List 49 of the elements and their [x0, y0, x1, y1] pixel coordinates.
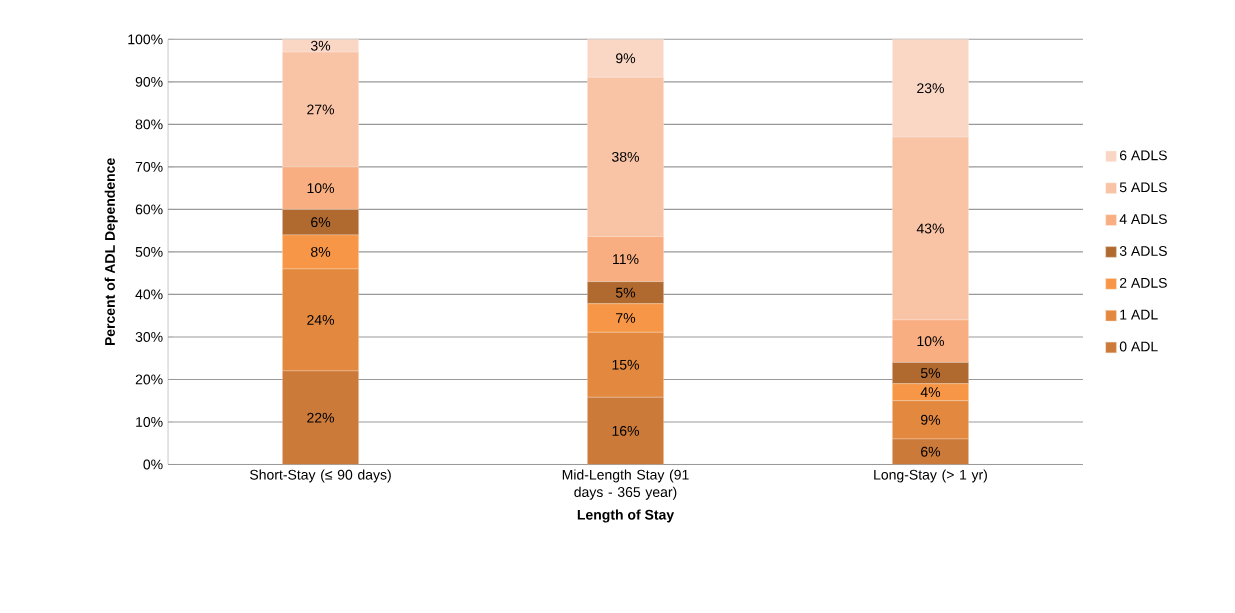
data-label: 10% [917, 335, 944, 346]
data-label: 24% [307, 314, 335, 325]
data-label: 11% [613, 253, 639, 264]
data-label: 6% [921, 446, 941, 457]
y-tick-label: 40% [135, 289, 163, 300]
data-label: 9% [616, 53, 636, 63]
data-label: 23% [917, 83, 944, 93]
legend-label: 2 ADLS [1119, 277, 1167, 288]
x-tick-label: Short-Stay (≤ 90 days) [250, 469, 391, 483]
legend-label: 5 ADLS [1119, 182, 1167, 192]
y-tick-label: 10% [136, 416, 163, 427]
data-label: 15% [612, 359, 640, 370]
data-label: 9% [921, 414, 941, 425]
y-tick-label: 20% [135, 374, 163, 385]
data-label: 4% [920, 387, 941, 397]
legend-label: 4 ADLS [1119, 213, 1167, 224]
data-label: 6% [311, 216, 331, 227]
y-tick-label: 0% [143, 459, 163, 470]
data-label: 5% [615, 287, 636, 298]
data-label: 43% [916, 223, 944, 234]
y-tick-label: 70% [135, 161, 163, 172]
data-label: 8% [311, 246, 331, 257]
y-axis-title: Percent of ADL Dependence [104, 158, 118, 345]
data-label: 3% [310, 40, 331, 51]
legend-label: 6 ADLS [1119, 150, 1167, 161]
data-label: 22% [307, 412, 335, 423]
legend-label: 3 ADLS [1119, 245, 1167, 256]
y-tick-label: 60% [135, 204, 163, 215]
data-label: 7% [616, 312, 636, 323]
y-tick-label: 90% [135, 76, 163, 87]
bar [892, 361, 969, 384]
x-tick-label: Mid-Length Stay (91 days - 365 year) [562, 469, 689, 500]
bar [282, 208, 359, 235]
data-label: 10% [307, 182, 335, 193]
data-label: 5% [920, 367, 941, 378]
y-tick-label: 100% [128, 34, 163, 45]
legend-label: 1 ADL [1120, 309, 1158, 320]
bar [282, 370, 359, 465]
y-tick-label: 80% [135, 119, 163, 130]
legend-label: 0 ADL [1119, 341, 1158, 352]
x-axis-title: Length of Stay [577, 509, 675, 523]
data-label: 27% [307, 104, 335, 115]
x-tick-label: Long-Stay (> 1 yr) [874, 469, 987, 483]
y-tick-label: 50% [135, 246, 163, 257]
data-label: 16% [612, 425, 640, 436]
bar [587, 396, 664, 465]
data-label: 38% [612, 151, 640, 162]
bar [587, 281, 664, 304]
y-tick-label: 30% [135, 331, 163, 342]
